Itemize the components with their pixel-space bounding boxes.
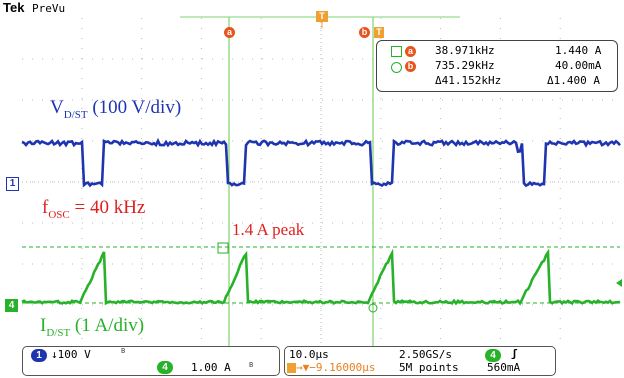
record-length: 5M points: [399, 361, 459, 374]
ch4-badge[interactable]: 4: [157, 361, 173, 374]
cursor-a-marker[interactable]: a: [224, 27, 235, 38]
ch4-scale: 1.00 A: [191, 361, 231, 374]
trigger-position-marker[interactable]: T: [316, 11, 328, 22]
cursor-b-circle-icon: [391, 62, 402, 73]
ch1-scale: ↓100 V: [51, 348, 91, 361]
vds-scale: (100 V/div): [88, 97, 182, 118]
cursor-a-square-icon: [391, 46, 402, 57]
trigger-offset-icon: [287, 363, 296, 373]
fosc-subscript: OSC: [48, 209, 69, 221]
ch4-offscreen-arrow: [616, 279, 622, 287]
timebase-value: 10.0µs: [289, 348, 329, 361]
sample-rate: 2.50GS/s: [399, 348, 452, 361]
cursor-delta-frequency: Δ41.152kHz: [435, 74, 501, 87]
cursor-a-readout-icon: a: [405, 46, 416, 57]
ch4-ground-marker[interactable]: 4: [5, 299, 18, 312]
cursor-b-frequency: 735.29kHz: [435, 59, 495, 72]
ch1-ground-marker[interactable]: 1: [6, 177, 19, 191]
cursor-b-value: 40.00mA: [555, 59, 601, 72]
channel-settings-panel[interactable]: 1 ↓100 V B 4 1.00 A B: [22, 346, 280, 376]
fosc-value: = 40 kHz: [70, 197, 146, 218]
cursor-readout-panel: a 38.971kHz 1.440 A b 735.29kHz 40.00mA …: [376, 40, 618, 92]
trigger-level: 560mA: [487, 361, 520, 374]
acquisition-mode: PreVu: [32, 2, 65, 15]
ch1-bandwidth-icon: B: [121, 347, 125, 355]
timebase-panel[interactable]: 10.0µs 2.50GS/s →▼−9.16000µs 5M points 4…: [284, 346, 556, 376]
cursor-a-value: 1.440 A: [555, 44, 601, 57]
cursor-delta-value: Δ1.400 A: [547, 74, 600, 87]
fosc-annotation: fOSC = 40 kHz: [42, 197, 145, 221]
vds-annotation: VD/ST (100 V/div): [50, 97, 181, 121]
ch1-badge[interactable]: 1: [31, 349, 47, 362]
cursor-b-marker[interactable]: b: [359, 27, 370, 38]
ch4-bandwidth-icon: B: [249, 361, 253, 369]
cursor-b-trigger-tag: T: [374, 27, 384, 38]
trigger-offset: →▼−9.16000µs: [296, 361, 375, 374]
ch4-waveform: [22, 252, 620, 303]
trigger-slope-icon: ʃ: [511, 347, 518, 360]
peak-marker-box: [218, 243, 228, 253]
ids-subscript: D/ST: [46, 327, 70, 339]
ids-annotation: ID/ST (1 A/div): [40, 315, 144, 339]
vds-symbol: V: [50, 97, 64, 118]
cursor-b-readout-icon: b: [405, 61, 416, 72]
vds-subscript: D/ST: [64, 109, 88, 121]
peak-annotation: 1.4 A peak: [232, 220, 304, 240]
brand-label: Tek: [3, 0, 24, 15]
ids-scale: (1 A/div): [70, 315, 144, 336]
cursor-a-frequency: 38.971kHz: [435, 44, 495, 57]
